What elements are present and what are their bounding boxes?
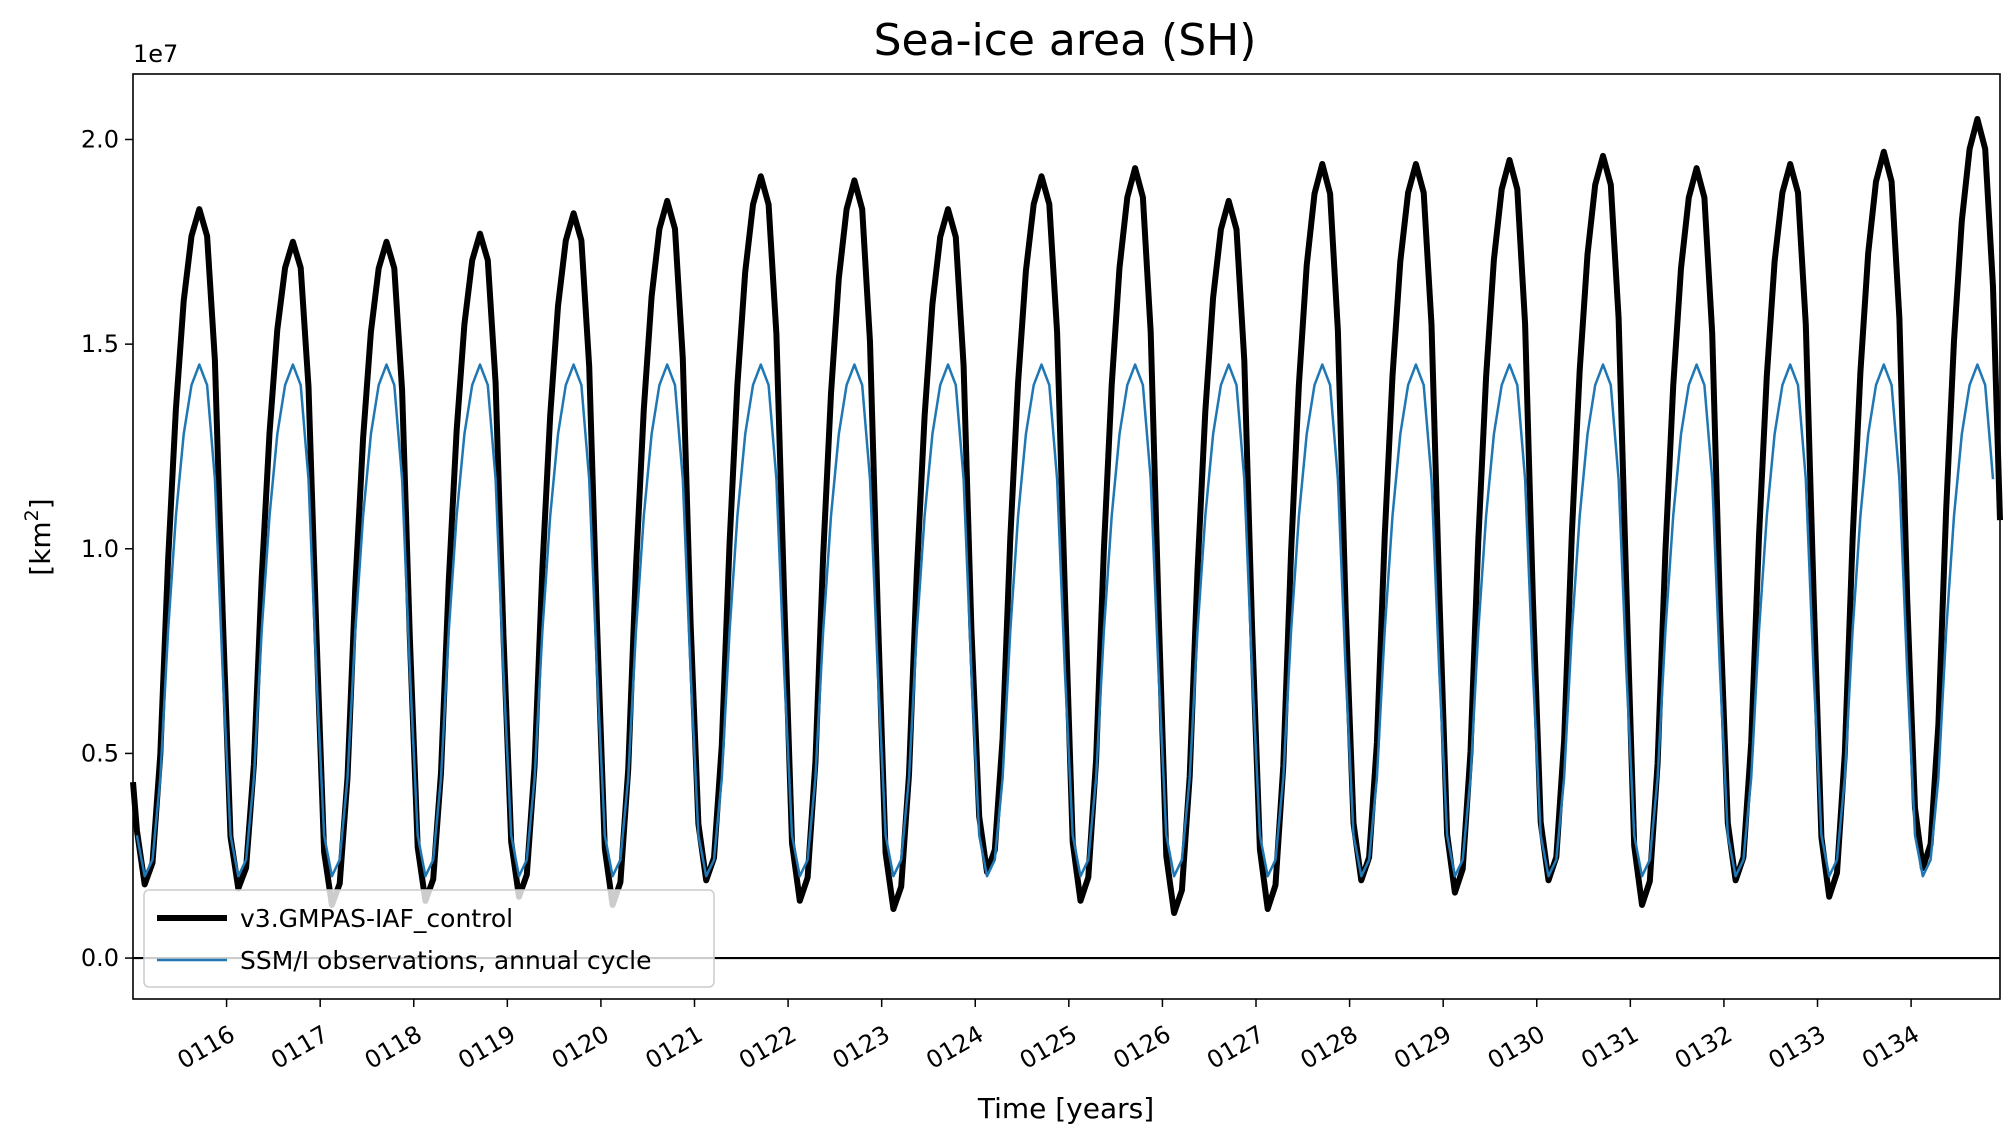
x-axis-label: Time [years] — [977, 1092, 1154, 1125]
legend-label-model: v3.GMPAS-IAF_control — [240, 904, 513, 933]
y-tick-label: 0.5 — [81, 739, 119, 767]
legend-box — [143, 889, 715, 988]
x-tick-label: 0130 — [1483, 1020, 1550, 1075]
y-axis-label-suffix: ] — [24, 498, 57, 509]
series-line-model — [130, 116, 2003, 916]
x-tick-label: 0132 — [1670, 1020, 1737, 1075]
x-tick-label: 0134 — [1857, 1020, 1924, 1075]
y-axis-label-superscript: 2 — [21, 509, 43, 521]
x-tick-label: 0131 — [1576, 1020, 1643, 1075]
x-tick-label: 0124 — [921, 1020, 988, 1075]
y-tick-label: 2.0 — [81, 125, 119, 153]
y-tick-label: 1.5 — [81, 330, 119, 358]
series-layer — [130, 116, 2003, 916]
y-axis-label-prefix: [km — [24, 521, 57, 575]
x-tick-label: 0129 — [1389, 1020, 1456, 1075]
x-tick-label: 0122 — [734, 1020, 801, 1075]
x-tick-label: 0116 — [173, 1020, 240, 1075]
x-tick-label: 0127 — [1202, 1020, 1269, 1075]
x-tick-label: 0133 — [1764, 1020, 1831, 1075]
x-tick-label: 0123 — [828, 1020, 895, 1075]
y-axis-offset-label: 1e7 — [133, 40, 178, 68]
x-tick-label: 0121 — [641, 1020, 708, 1075]
chart-title: Sea-ice area (SH) — [874, 15, 1257, 66]
series-line-observations — [135, 363, 1995, 878]
plot-frame — [132, 73, 2001, 1000]
y-tick-label: 0.0 — [81, 944, 119, 972]
y-axis-ticks: 0.0 0.5 1.0 1.5 2.0 — [81, 125, 133, 972]
x-tick-label: 0126 — [1109, 1020, 1176, 1075]
legend-label-observations: SSM/I observations, annual cycle — [240, 946, 652, 975]
x-tick-label: 0128 — [1296, 1020, 1363, 1075]
legend: v3.GMPAS-IAF_control SSM/I observations,… — [143, 889, 715, 988]
x-tick-label: 0125 — [1015, 1020, 1082, 1075]
x-tick-label: 0117 — [266, 1020, 333, 1075]
y-axis-label: [km2] — [21, 498, 57, 575]
x-tick-label: 0120 — [547, 1020, 614, 1075]
x-axis-ticks: 0116 0117 0118 0119 0120 0121 0122 0123 0124 0125… — [173, 999, 1924, 1075]
x-tick-label: 0118 — [360, 1020, 427, 1075]
x-tick-label: 0119 — [453, 1020, 520, 1075]
y-tick-label: 1.0 — [81, 535, 119, 563]
